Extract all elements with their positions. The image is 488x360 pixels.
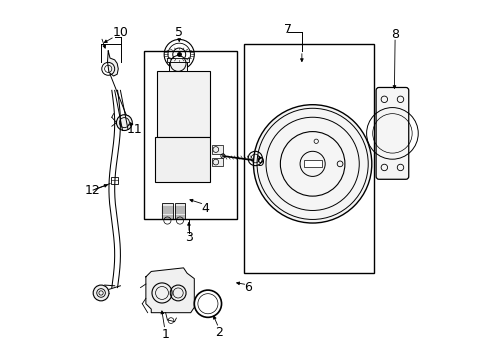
Text: 11: 11 <box>126 123 142 136</box>
Text: 5: 5 <box>175 27 183 40</box>
Text: 12: 12 <box>84 184 100 197</box>
Text: 1: 1 <box>162 328 169 341</box>
Circle shape <box>253 105 371 223</box>
Bar <box>303 160 321 167</box>
Bar <box>144 51 237 220</box>
Bar <box>111 177 118 184</box>
Bar <box>156 71 210 137</box>
Bar <box>174 203 185 220</box>
Circle shape <box>93 285 109 301</box>
Text: 9: 9 <box>256 156 264 168</box>
Bar <box>212 158 223 166</box>
Bar <box>167 58 188 62</box>
Bar <box>244 44 373 273</box>
Text: 7: 7 <box>283 23 291 36</box>
Bar <box>162 203 172 220</box>
Bar <box>155 137 210 182</box>
Text: 6: 6 <box>244 281 251 294</box>
Bar <box>169 62 187 71</box>
Text: 10: 10 <box>113 27 128 40</box>
Bar <box>212 145 223 154</box>
Text: 3: 3 <box>184 231 192 244</box>
Text: 2: 2 <box>215 326 223 339</box>
Circle shape <box>116 115 132 131</box>
Text: 4: 4 <box>201 202 208 215</box>
Text: 8: 8 <box>390 28 398 41</box>
Polygon shape <box>107 51 118 76</box>
FancyBboxPatch shape <box>375 87 408 179</box>
Polygon shape <box>145 268 194 313</box>
